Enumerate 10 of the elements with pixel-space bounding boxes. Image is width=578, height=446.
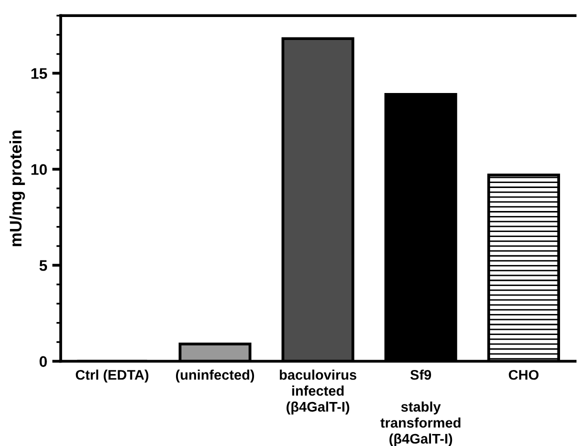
y-tick-label: 5 bbox=[39, 260, 48, 271]
y-axis-title: mU/mg protein bbox=[9, 130, 25, 246]
y-tick-label: 15 bbox=[31, 68, 48, 79]
x-tick-label: baculovirus infected (β4GalT-I) bbox=[280, 370, 356, 414]
y-tick-label: 10 bbox=[31, 164, 47, 175]
x-tick-label: Ctrl (EDTA) bbox=[76, 370, 148, 383]
category-label: Sf9 stably transformed (β4GalT-I) bbox=[380, 370, 460, 446]
y-tick-label: 0 bbox=[40, 356, 47, 367]
x-tick-label: CHO bbox=[508, 370, 539, 380]
x-tick-label: (uninfected) bbox=[176, 370, 254, 383]
